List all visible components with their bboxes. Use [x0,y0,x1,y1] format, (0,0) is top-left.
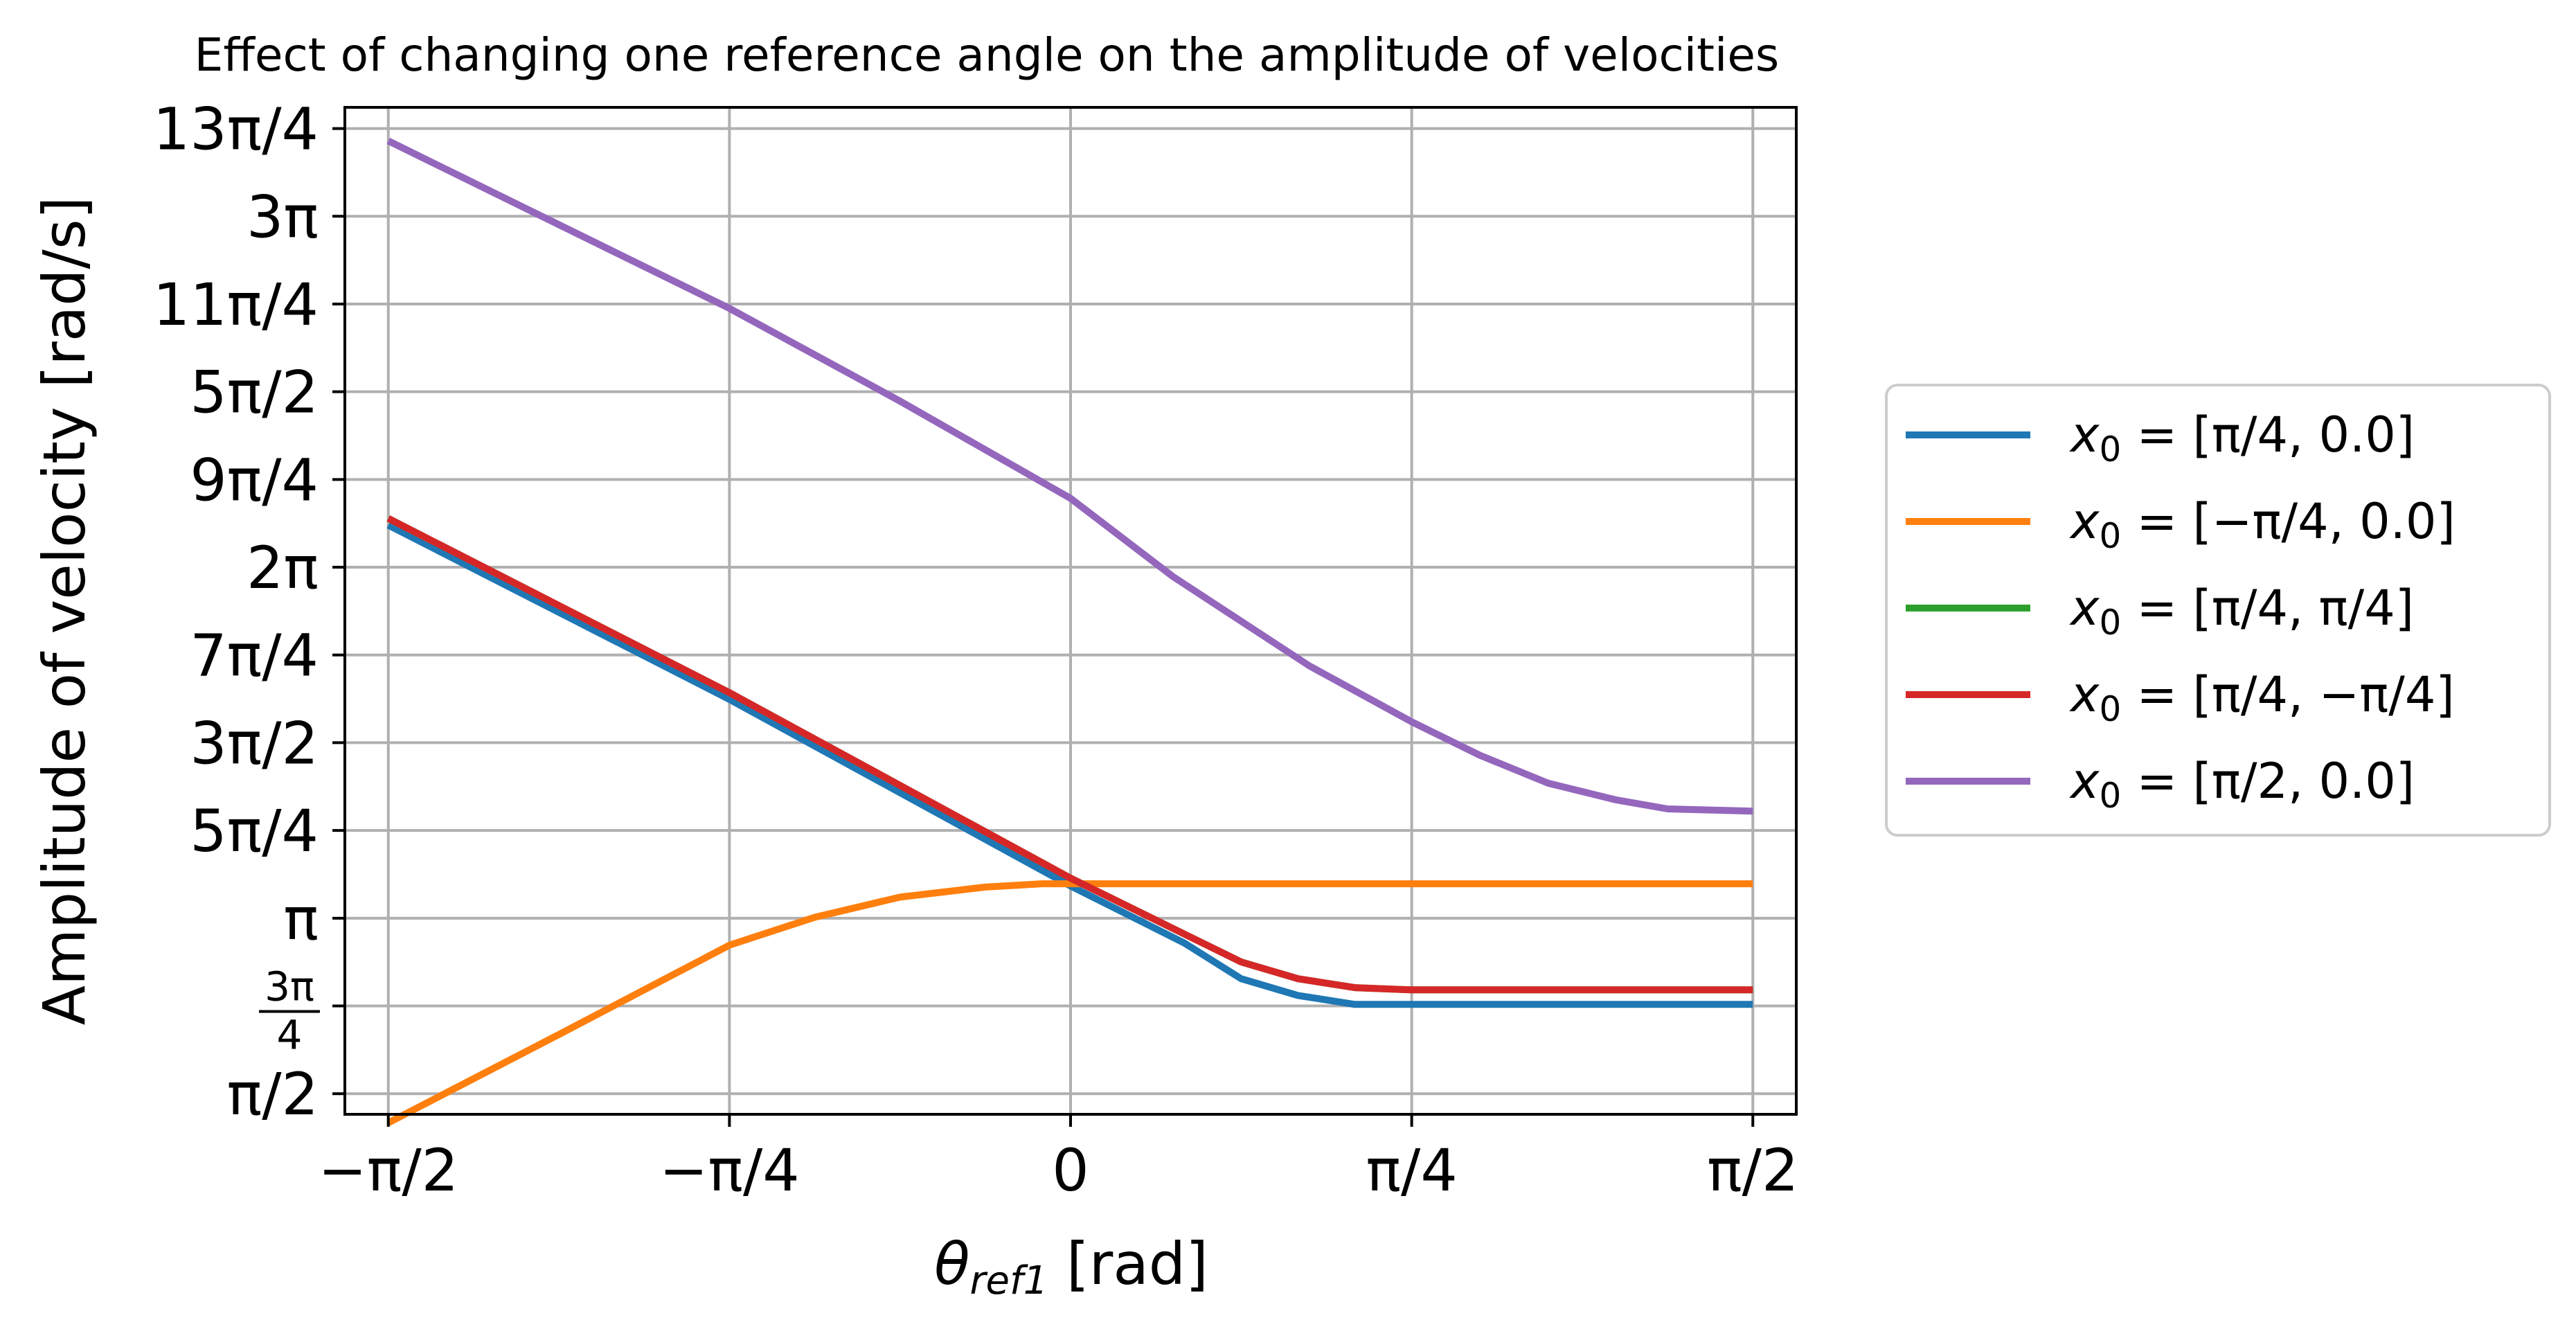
legend-label-base: x [2069,666,2100,723]
chart-title: Effect of changing one reference angle o… [195,28,1780,82]
legend-label-subscript: 0 [2099,689,2121,729]
legend-item: x0 = [π/4, −π/4] [1906,666,2455,729]
y-tick-label: 7π/4 [190,622,319,690]
y-axis-label: Amplitude of velocity [rad/s] [30,197,98,1026]
legend-item: x0 = [π/4, 0.0] [1906,407,2415,470]
y-tick-label: 3π4 [259,963,320,1059]
y-tick-label: 13π/4 [153,96,319,163]
series-line-4 [386,515,1753,994]
x-axis-label-theta: θ [934,1230,969,1298]
legend-label-subscript: 0 [2099,603,2121,643]
x-axis-label-unit: [rad] [1048,1230,1208,1298]
legend-label: x0 = [π/4, π/4] [2069,580,2414,643]
legend-item: x0 = [π/4, π/4] [1906,580,2414,643]
legend-item: x0 = [π/2, 0.0] [1906,753,2415,816]
x-tick-label: π/2 [1707,1136,1798,1204]
y-tick-label-numerator: 3π [265,963,314,1010]
legend-label-base: x [2069,753,2100,810]
axis-ticks: −π/2 −π/4 0 π/4 π/2π/23π4π5π/43π/27π/42π9π/4… [153,96,1799,1204]
legend-label-subscript: 0 [2099,429,2121,470]
legend-item: x0 = [−π/4, 0.0] [1906,493,2456,556]
series-line-1 [386,521,1753,1008]
x-tick-label: 0 [1052,1136,1089,1204]
x-axis-label-subscript: ref1 [970,1258,1048,1303]
legend: x0 = [π/4, 0.0]x0 = [−π/4, 0.0]x0 = [π/4… [1885,384,2551,837]
x-tick-label: π/4 [1366,1136,1457,1204]
y-tick-label: 3π/2 [190,709,319,777]
legend-label-text: = [π/2, 0.0] [2121,753,2415,810]
legend-label-subscript: 0 [2099,776,2121,816]
y-tick-label: π/2 [227,1060,319,1128]
legend-label-text: = [π/4, −π/4] [2121,666,2454,723]
y-tick-label: 11π/4 [153,271,319,339]
x-tick-label: −π/4 [659,1136,800,1204]
series-line-5 [386,137,1753,815]
legend-label-base: x [2069,580,2100,636]
legend-label: x0 = [π/4, −π/4] [2069,666,2455,729]
y-tick-label: π [283,885,319,953]
legend-label-subscript: 0 [2099,516,2121,556]
legend-label-text: = [π/4, π/4] [2121,580,2414,636]
y-tick-label: 9π/4 [190,446,319,514]
y-tick-label: 2π [247,534,319,602]
legend-label: x0 = [−π/4, 0.0] [2069,493,2456,556]
y-tick-label: 5π/4 [190,797,319,865]
grid-lines [345,107,1796,1114]
legend-box [1885,384,2551,837]
x-axis-label: θref1 [rad] [934,1230,1208,1303]
series-line-2 [386,880,1753,1126]
y-tick-label-denominator: 4 [277,1012,303,1059]
legend-label-text: = [π/4, 0.0] [2121,407,2415,463]
y-tick-label: 3π [247,183,319,251]
plot-series [386,137,1753,1126]
legend-label-base: x [2069,407,2100,463]
legend-label-text: = [−π/4, 0.0] [2121,493,2456,550]
legend-label: x0 = [π/2, 0.0] [2069,753,2415,816]
y-tick-label: 5π/2 [190,359,319,427]
legend-label-base: x [2069,493,2100,550]
x-tick-label: −π/2 [318,1136,458,1204]
legend-label: x0 = [π/4, 0.0] [2069,407,2415,470]
